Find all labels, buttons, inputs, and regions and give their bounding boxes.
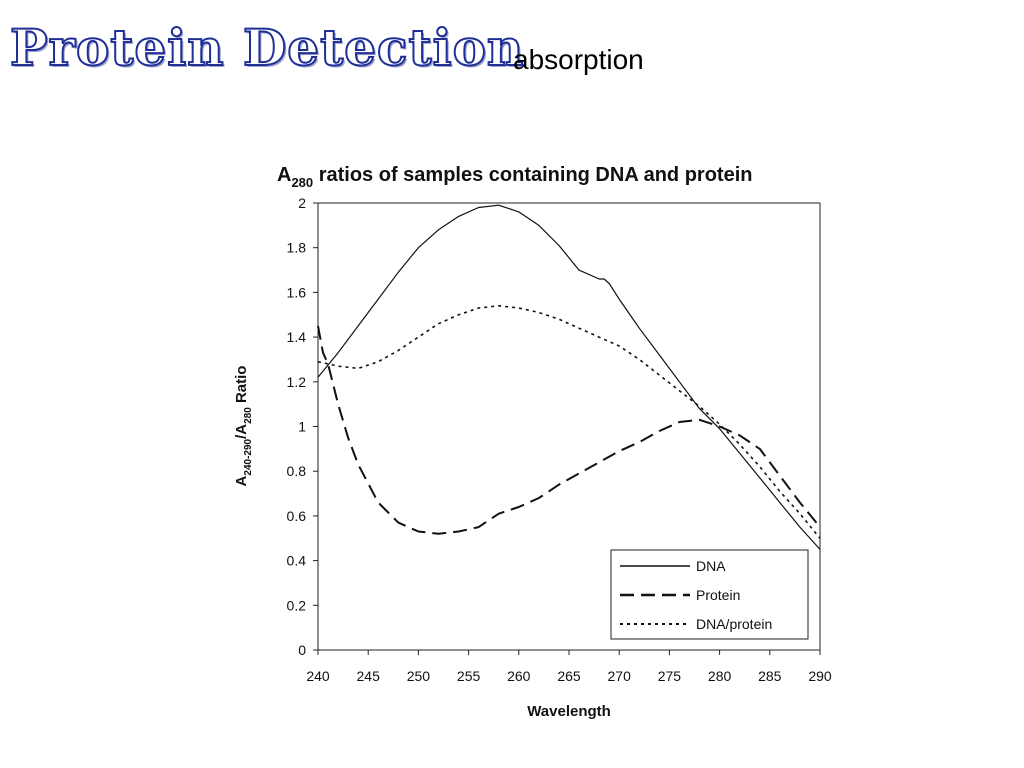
x-tick-label: 255: [457, 668, 481, 684]
y-tick-label: 2: [298, 195, 306, 211]
y-tick-label: 0.8: [287, 463, 307, 479]
legend-label: DNA/protein: [696, 616, 772, 632]
y-tick-label: 0.6: [287, 508, 307, 524]
legend-label: DNA: [696, 558, 726, 574]
y-tick-label: 0.4: [287, 553, 307, 569]
x-tick-label: 260: [507, 668, 531, 684]
x-tick-label: 250: [407, 668, 431, 684]
y-tick-label: 1.8: [287, 240, 307, 256]
series-line-protein: [317, 325, 821, 535]
x-tick-label: 275: [658, 668, 682, 684]
y-tick-label: 1.4: [287, 329, 307, 345]
series-layer: [317, 204, 821, 550]
legend: DNA Protein DNA/protein: [610, 549, 809, 640]
series-line-dna: [317, 204, 821, 550]
slide-title: Protein Detection: [9, 17, 525, 78]
x-axis-ticks: 240 245 250 255 260 265 270 275 280 285 290: [306, 650, 832, 684]
y-tick-label: 1.2: [287, 374, 307, 390]
x-tick-label: 290: [808, 668, 832, 684]
y-tick-label: 0.2: [287, 597, 307, 613]
slide-subtitle: absorption: [513, 44, 644, 75]
x-tick-label: 265: [557, 668, 581, 684]
x-axis-title: Wavelength: [527, 703, 611, 720]
x-tick-label: 240: [306, 668, 330, 684]
chart-title: A280 ratios of samples containing DNA an…: [277, 164, 752, 190]
y-axis-ticks: 0 0.2 0.4 0.6 0.8 1 1.2 1.4 1.6 1.8 2: [287, 195, 318, 658]
series-line-dna-protein: [317, 304, 821, 539]
y-tick-label: 1: [298, 419, 306, 435]
y-tick-label: 1.6: [287, 284, 307, 300]
x-tick-label: 280: [708, 668, 732, 684]
x-tick-label: 285: [758, 668, 782, 684]
x-tick-label: 270: [608, 668, 632, 684]
y-axis-title: A240-290/A280 Ratio: [233, 366, 254, 487]
legend-label: Protein: [696, 587, 740, 603]
y-tick-label: 0: [298, 642, 306, 658]
x-tick-label: 245: [357, 668, 381, 684]
